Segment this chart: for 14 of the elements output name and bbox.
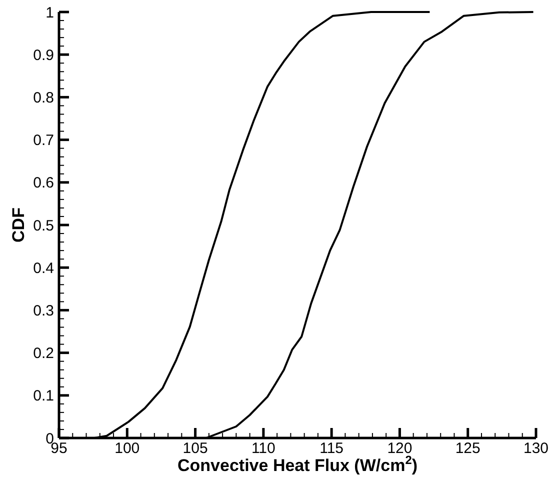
x-tick-label: 130: [523, 440, 549, 457]
y-tick-label: 0.6: [33, 174, 54, 192]
y-tick-label: 0.2: [33, 345, 54, 362]
x-tick-label: 100: [114, 440, 140, 457]
y-tick-label: 0.5: [33, 217, 54, 234]
y-tick-label: 0.8: [33, 89, 54, 106]
y-axis-title: CDF: [9, 208, 28, 242]
y-tick-label: 1: [46, 4, 54, 22]
x-tick-label: 125: [455, 440, 480, 457]
y-tick-label: 0.9: [33, 46, 54, 64]
y-tick-label: 0.3: [33, 302, 54, 320]
y-tick-label: 0.4: [33, 260, 54, 277]
y-tick-label: 0.7: [33, 132, 54, 150]
y-tick-label: 0.1: [33, 388, 54, 405]
